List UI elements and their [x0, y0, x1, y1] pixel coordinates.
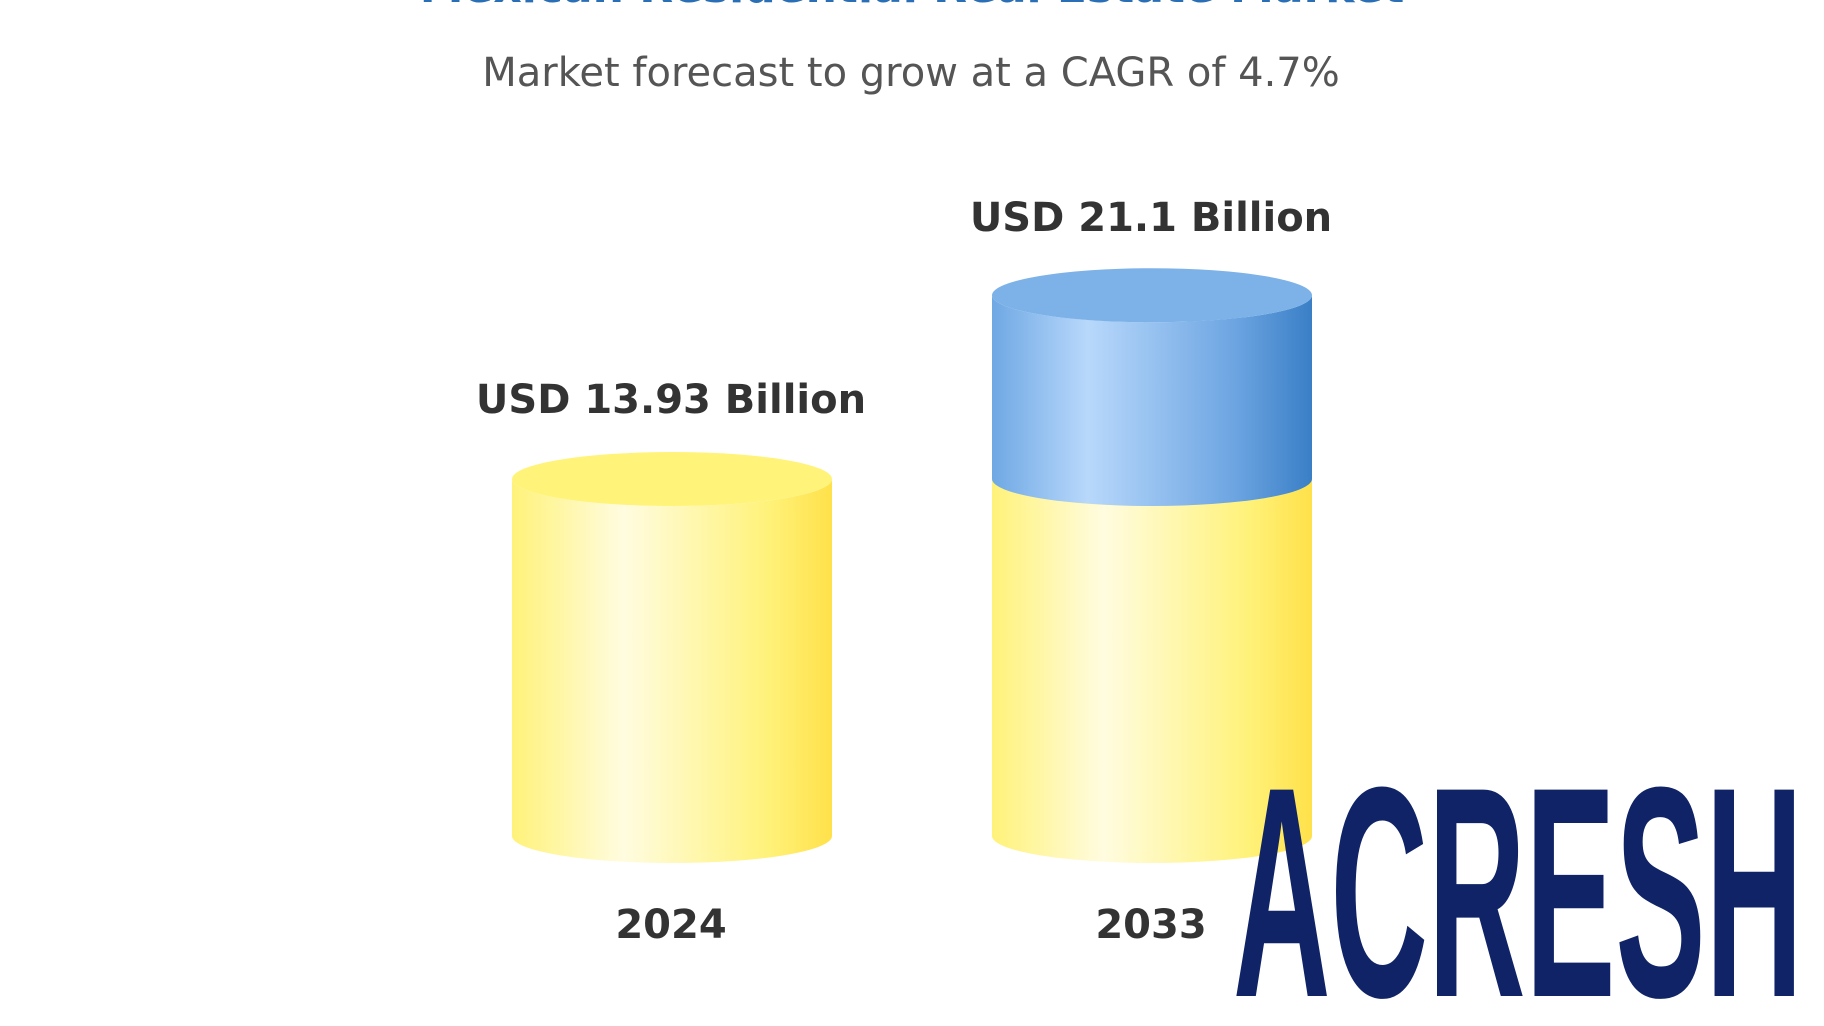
- bar-2033-base-body: [992, 479, 1312, 863]
- data-label-2033: USD 21.1 Billion: [970, 195, 1332, 241]
- bar-2024-top: [512, 452, 832, 506]
- chart-subtitle: Market forecast to grow at a CAGR of 4.7…: [482, 50, 1340, 96]
- bar-2024-body: [512, 479, 832, 863]
- bar-2033-growth-top: [992, 268, 1312, 323]
- bar-2033-growth-body: [992, 295, 1312, 506]
- chart-title: Mexican Residential Real Estate Market: [420, 0, 1404, 13]
- x-tick-2024: 2024: [615, 902, 726, 948]
- data-label-2024: USD 13.93 Billion: [476, 377, 866, 423]
- x-tick-2033: 2033: [1095, 902, 1206, 948]
- acresh-logo: ACRESH: [1233, 724, 1803, 1026]
- svg-text:ACRESH: ACRESH: [1233, 724, 1803, 1026]
